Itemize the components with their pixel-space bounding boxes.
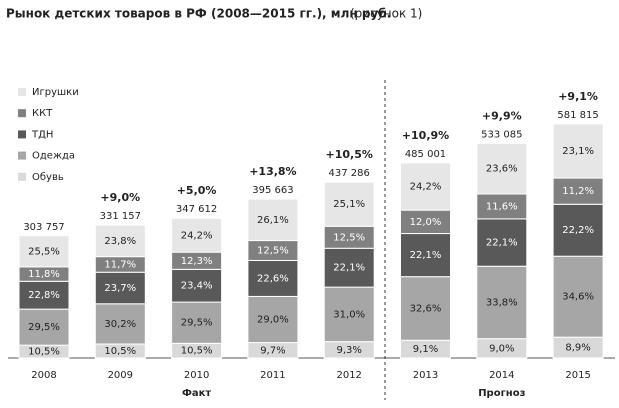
bar-segment bbox=[18, 235, 70, 268]
growth-label: +9,9% bbox=[482, 110, 522, 123]
data-label: 22,1% bbox=[333, 263, 365, 274]
x-tick-label: 2015 bbox=[565, 370, 590, 381]
data-label: 11,6% bbox=[486, 201, 518, 212]
data-label: 25,1% bbox=[333, 199, 365, 210]
bar-segment bbox=[247, 295, 299, 344]
x-tick-label: 2010 bbox=[184, 370, 209, 381]
bar-segment bbox=[94, 303, 146, 345]
total-label: 485 001 bbox=[405, 149, 446, 160]
data-label: 23,6% bbox=[486, 164, 518, 175]
legend-swatch bbox=[18, 109, 26, 118]
total-label: 303 757 bbox=[23, 222, 64, 233]
data-label: 24,2% bbox=[410, 182, 442, 193]
legend-label: ККТ bbox=[32, 108, 53, 119]
data-label: 22,2% bbox=[562, 225, 594, 236]
data-label: 22,1% bbox=[410, 250, 442, 261]
bar-segment bbox=[476, 218, 528, 267]
bar-segment bbox=[94, 224, 146, 258]
legend-swatch bbox=[18, 130, 26, 139]
data-label: 22,1% bbox=[486, 238, 518, 249]
data-label: 29,5% bbox=[181, 318, 213, 329]
bar-segment bbox=[247, 259, 299, 297]
x-tick-label: 2014 bbox=[489, 370, 514, 381]
bar-segment bbox=[94, 271, 146, 305]
group-label: Факт bbox=[182, 388, 211, 399]
bar-segment bbox=[552, 203, 604, 257]
data-label: 22,6% bbox=[257, 273, 289, 284]
data-label: 23,8% bbox=[104, 236, 136, 247]
data-label: 12,0% bbox=[410, 217, 442, 228]
data-label: 8,9% bbox=[565, 343, 590, 354]
legend-label: Одежда bbox=[32, 151, 75, 162]
data-label: 23,4% bbox=[181, 281, 213, 292]
data-label: 25,5% bbox=[28, 246, 60, 257]
data-label: 29,5% bbox=[28, 322, 60, 333]
bar-segment bbox=[400, 233, 451, 278]
data-label: 9,1% bbox=[413, 344, 438, 355]
data-label: 11,8% bbox=[28, 269, 60, 280]
x-tick-label: 2012 bbox=[336, 370, 361, 381]
bar-segment bbox=[247, 198, 299, 242]
data-label: 23,1% bbox=[562, 146, 594, 157]
data-label: 9,3% bbox=[336, 345, 361, 356]
x-tick-label: 2013 bbox=[413, 370, 438, 381]
bar-segment bbox=[18, 308, 70, 346]
data-label: 34,6% bbox=[562, 292, 594, 303]
group-label: Прогноз bbox=[478, 388, 525, 399]
chart-subtitle: (рисунок 1) bbox=[350, 7, 422, 21]
total-label: 437 286 bbox=[329, 168, 370, 179]
data-label: 26,1% bbox=[257, 215, 289, 226]
data-label: 33,8% bbox=[486, 297, 518, 308]
data-label: 29,0% bbox=[257, 314, 289, 325]
growth-label: +10,9% bbox=[402, 129, 449, 142]
growth-label: +5,0% bbox=[177, 184, 217, 197]
growth-label: +13,8% bbox=[249, 165, 296, 178]
data-label: 9,0% bbox=[489, 343, 514, 354]
total-label: 581 815 bbox=[557, 110, 598, 121]
data-label: 23,7% bbox=[104, 283, 136, 294]
x-tick-label: 2008 bbox=[31, 370, 56, 381]
data-label: 22,8% bbox=[28, 290, 60, 301]
bar-segment bbox=[476, 193, 528, 220]
data-label: 31,0% bbox=[333, 309, 365, 320]
data-label: 10,5% bbox=[181, 346, 213, 357]
total-label: 347 612 bbox=[176, 204, 217, 215]
data-label: 12,5% bbox=[257, 246, 289, 257]
chart-title: Рынок детских товаров в РФ (2008—2015 гг… bbox=[6, 7, 391, 21]
bar-segment bbox=[552, 177, 604, 205]
bar-segment bbox=[323, 247, 375, 288]
data-label: 30,2% bbox=[104, 319, 136, 330]
data-label: 24,2% bbox=[181, 230, 213, 241]
bar-segment bbox=[552, 123, 604, 179]
legend-swatch bbox=[18, 88, 26, 96]
data-label: 32,6% bbox=[410, 303, 442, 314]
bar-segment bbox=[476, 142, 528, 195]
data-label: 12,5% bbox=[333, 232, 365, 243]
bar-segment bbox=[171, 217, 223, 253]
data-label: 9,7% bbox=[260, 345, 285, 356]
data-label: 11,7% bbox=[104, 259, 136, 270]
growth-label: +10,5% bbox=[326, 148, 373, 161]
legend-label: Игрушки bbox=[32, 87, 79, 98]
total-label: 331 157 bbox=[100, 211, 141, 222]
data-label: 10,5% bbox=[104, 346, 136, 357]
total-label: 533 085 bbox=[481, 130, 522, 141]
growth-label: +9,1% bbox=[558, 90, 598, 103]
legend-label: ТДН bbox=[31, 129, 53, 140]
data-label: 10,5% bbox=[28, 347, 60, 358]
data-label: 11,2% bbox=[562, 186, 594, 197]
growth-label: +9,0% bbox=[100, 191, 140, 204]
bar-segment bbox=[400, 162, 451, 211]
data-label: 12,3% bbox=[181, 256, 213, 267]
legend-swatch bbox=[18, 151, 26, 160]
total-label: 395 663 bbox=[252, 185, 293, 196]
bar-segment bbox=[323, 181, 375, 227]
bar-segment bbox=[476, 265, 528, 340]
legend-swatch bbox=[18, 172, 26, 181]
x-tick-label: 2009 bbox=[108, 370, 133, 381]
bar-segment bbox=[171, 301, 223, 344]
legend-label: Обувь bbox=[32, 172, 64, 183]
x-tick-label: 2011 bbox=[260, 370, 285, 381]
